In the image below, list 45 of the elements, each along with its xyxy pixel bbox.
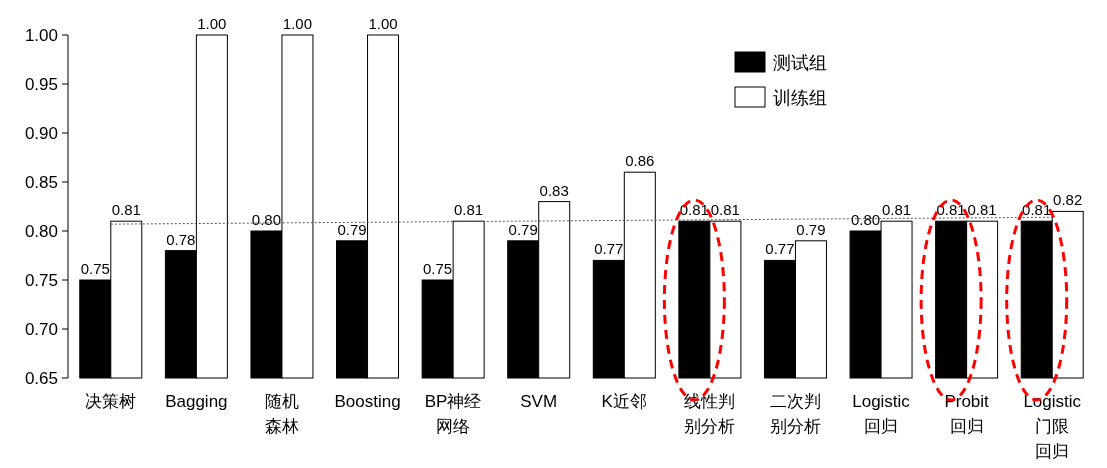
data-label: 0.79 — [796, 220, 826, 238]
data-label: 0.83 — [539, 181, 569, 199]
y-tick-label: 0.95 — [24, 75, 58, 94]
y-tick-label: 0.65 — [24, 369, 58, 388]
x-tick-label: BP神经网络 — [424, 392, 482, 436]
y-tick-label: 0.75 — [24, 271, 58, 290]
data-label: 0.81 — [936, 201, 966, 219]
legend-label: 训练组 — [773, 88, 827, 108]
x-tick-label: SVM — [520, 392, 558, 411]
data-label: 0.80 — [251, 211, 282, 228]
data-label: 0.81 — [454, 201, 484, 219]
data-label: 0.81 — [710, 201, 740, 219]
x-tick-label: 决策树 — [85, 392, 137, 411]
data-label: 0.78 — [166, 230, 196, 248]
y-tick-label: 0.85 — [24, 173, 58, 192]
data-label: 0.79 — [508, 220, 538, 238]
data-label: 0.80 — [850, 211, 881, 228]
x-tick-label: Probit 回归 — [944, 392, 990, 436]
y-tick-label: 0.80 — [24, 222, 58, 241]
data-label: 0.79 — [337, 220, 367, 238]
x-tick-label: Logistic 门限回归 — [1023, 392, 1082, 461]
legend-label: 测试组 — [773, 53, 827, 73]
data-label: 1.00 — [368, 15, 398, 32]
data-label: 0.81 — [881, 201, 912, 219]
data-label: 0.81 — [1022, 201, 1052, 219]
data-label: 0.86 — [625, 152, 655, 170]
x-tick-label: 随机森林 — [264, 392, 299, 436]
x-tick-label: Bagging — [165, 392, 228, 411]
data-label: 1.00 — [197, 15, 227, 32]
data-label: 0.75 — [80, 260, 110, 277]
data-label: 0.82 — [1053, 191, 1083, 209]
y-tick-label: 1.00 — [24, 26, 58, 45]
x-tick-label: K近邻 — [601, 392, 647, 411]
x-tick-label: Logistic 回归 — [852, 392, 911, 436]
data-label: 1.00 — [282, 15, 313, 32]
y-tick-label: 0.90 — [24, 124, 58, 143]
data-label: 0.81 — [967, 201, 997, 219]
x-tick-label: 二次判别分析 — [769, 392, 821, 436]
y-tick-label: 0.70 — [24, 320, 58, 339]
data-label: 0.77 — [765, 240, 795, 258]
x-tick-label: Boosting — [334, 392, 401, 411]
data-label: 0.75 — [423, 260, 453, 277]
data-label: 0.81 — [679, 201, 709, 219]
data-label: 0.81 — [111, 201, 141, 219]
data-label: 0.77 — [594, 240, 624, 258]
